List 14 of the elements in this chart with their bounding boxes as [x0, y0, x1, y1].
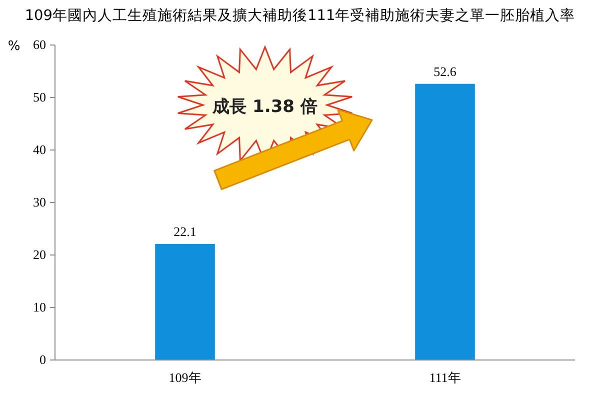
data-label: 52.6 [434, 64, 457, 79]
chart-title: 109年國內人工生殖施術結果及擴大補助後111年受補助施術夫妻之單一胚胎植入率 [24, 7, 576, 24]
y-tick-label: 10 [33, 300, 46, 314]
y-tick-label: 0 [40, 352, 46, 367]
x-tick-label: 109年 [168, 370, 202, 385]
y-tick-label: 60 [33, 37, 46, 52]
data-label: 22.1 [174, 224, 196, 239]
x-tick-label: 111年 [429, 370, 461, 385]
annotation: 成長 1.38 倍 [212, 97, 318, 117]
y-tick-label: 50 [33, 90, 46, 104]
y-axis-title: % [8, 39, 20, 54]
y-tick-label: 30 [33, 194, 46, 210]
y-tick-label: 40 [33, 142, 46, 157]
y-tick-label: 20 [33, 247, 46, 262]
